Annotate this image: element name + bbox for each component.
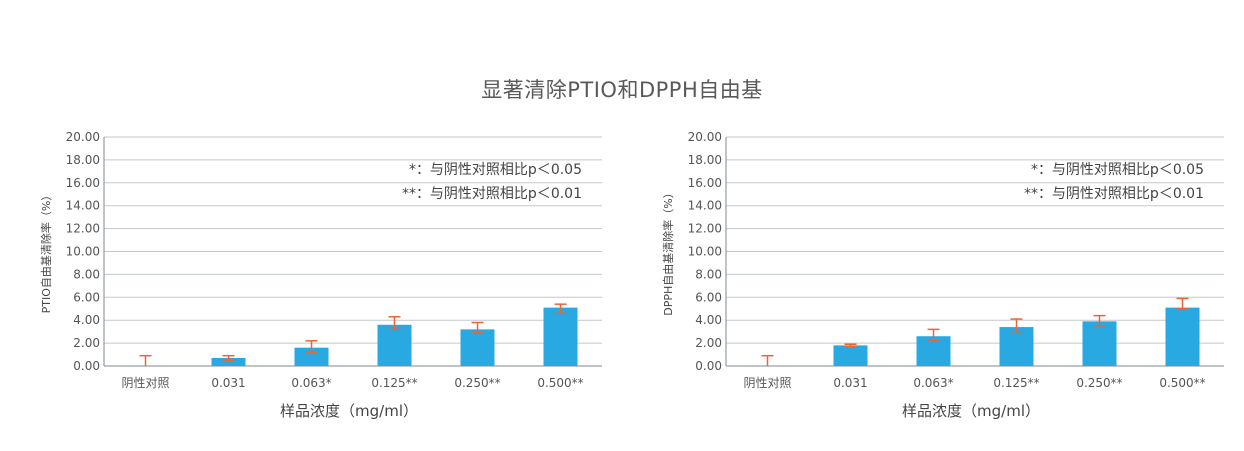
y-tick-label: 14.00 xyxy=(688,199,722,213)
y-tick-label: 0.00 xyxy=(73,359,100,373)
x-tick-label: 阴性对照 xyxy=(743,376,791,390)
y-tick-label: 0.00 xyxy=(695,359,722,373)
y-tick-label: 6.00 xyxy=(695,290,722,304)
ptio-chart-svg: 0.00 2.00 4.00 6.00 8.00 10.00 12.00 14.00 16.00… xyxy=(39,130,602,420)
bar xyxy=(211,357,246,366)
bar xyxy=(833,345,868,366)
y-tick-label: 10.00 xyxy=(688,245,722,259)
y-tick-label: 12.00 xyxy=(688,222,722,236)
bar xyxy=(377,324,412,366)
significance-note: *：与阴性对照相比p＜0.05 xyxy=(409,162,582,178)
dpph-chart-svg: 0.00 2.00 4.00 6.00 8.00 10.00 12.00 14.00 16.00… xyxy=(661,130,1224,420)
y-axis-label: DPPH自由基清除率（%） xyxy=(661,187,675,315)
y-axis-label: PTIO自由基清除率（%） xyxy=(39,190,53,314)
x-tick-label: 0.063* xyxy=(291,376,331,390)
bar xyxy=(1082,321,1117,366)
x-tick-label: 0.063* xyxy=(913,376,953,390)
x-axis-label: 样品浓度（mg/ml） xyxy=(280,402,418,420)
y-tick-label: 4.00 xyxy=(73,313,100,327)
y-tick-label: 8.00 xyxy=(73,267,100,281)
y-tick-label: 2.00 xyxy=(73,336,100,350)
bar xyxy=(543,307,578,366)
y-tick-label: 20.00 xyxy=(688,130,722,144)
y-tick-label: 2.00 xyxy=(695,336,722,350)
page-title: 显著清除PTIO和DPPH自由基 xyxy=(481,78,763,102)
x-tick-label: 0.125** xyxy=(371,376,417,390)
x-tick-label: 0.031 xyxy=(211,376,245,390)
y-tick-label: 20.00 xyxy=(66,130,100,144)
significance-note: **：与阴性对照相比p＜0.01 xyxy=(402,186,582,202)
x-tick-label: 0.500** xyxy=(537,376,583,390)
ptio-chart: 0.00 2.00 4.00 6.00 8.00 10.00 12.00 14.00 16.00… xyxy=(0,120,622,440)
significance-note: *：与阴性对照相比p＜0.05 xyxy=(1031,162,1204,178)
dpph-chart: 0.00 2.00 4.00 6.00 8.00 10.00 12.00 14.00 16.00… xyxy=(622,120,1244,440)
y-tick-label: 16.00 xyxy=(66,176,100,190)
y-tick-label: 4.00 xyxy=(695,313,722,327)
x-axis-label: 样品浓度（mg/ml） xyxy=(902,402,1040,420)
y-tick-label: 12.00 xyxy=(66,222,100,236)
x-tick-label: 0.250** xyxy=(454,376,500,390)
y-tick-label: 16.00 xyxy=(688,176,722,190)
x-tick-label: 0.250** xyxy=(1076,376,1122,390)
bar xyxy=(460,329,495,366)
bar xyxy=(294,347,329,366)
x-tick-label: 0.125** xyxy=(993,376,1039,390)
x-tick-label: 0.500** xyxy=(1159,376,1205,390)
y-tick-label: 8.00 xyxy=(695,267,722,281)
y-tick-label: 18.00 xyxy=(688,153,722,167)
bar xyxy=(1165,307,1200,366)
y-tick-label: 18.00 xyxy=(66,153,100,167)
y-tick-label: 10.00 xyxy=(66,245,100,259)
y-tick-label: 14.00 xyxy=(66,199,100,213)
significance-note: **：与阴性对照相比p＜0.01 xyxy=(1024,186,1204,202)
y-tick-label: 6.00 xyxy=(73,290,100,304)
x-tick-label: 阴性对照 xyxy=(121,376,169,390)
x-tick-label: 0.031 xyxy=(833,376,867,390)
bar xyxy=(999,327,1034,366)
